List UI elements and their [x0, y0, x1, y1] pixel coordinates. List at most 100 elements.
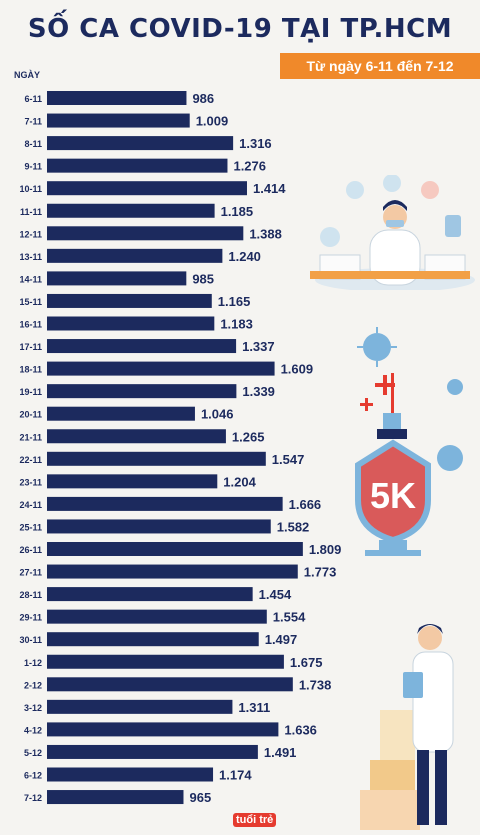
bar	[47, 699, 233, 714]
category-label: 10-11	[19, 184, 42, 194]
bar	[47, 451, 266, 466]
value-label: 986	[192, 91, 214, 106]
value-label: 1.454	[259, 587, 292, 602]
bar	[47, 158, 228, 173]
category-label: 26-11	[19, 545, 42, 555]
value-label: 1.609	[281, 362, 314, 377]
category-label: 28-11	[19, 590, 42, 600]
category-label: 23-11	[19, 477, 42, 487]
category-label: 17-11	[19, 342, 42, 352]
category-label: 12-11	[19, 229, 42, 239]
category-label: 7-11	[24, 117, 42, 127]
value-label: 1.491	[264, 745, 297, 760]
value-label: 1.265	[232, 429, 265, 444]
category-label: 21-11	[19, 432, 42, 442]
value-label: 1.240	[228, 249, 261, 264]
date-range-badge: Từ ngày 6-11 đến 7-12	[280, 53, 480, 79]
value-label: 1.185	[221, 204, 254, 219]
value-label: 1.388	[249, 226, 282, 241]
bar	[47, 474, 218, 489]
bar	[47, 744, 258, 759]
category-label: 2-12	[24, 680, 42, 690]
category-label: 3-12	[24, 703, 42, 713]
category-label: 8-11	[24, 139, 42, 149]
value-label: 1.165	[218, 294, 251, 309]
chart-title: SỐ CA COVID-19 TẠI TP.HCM	[27, 14, 453, 44]
category-label: 14-11	[19, 274, 42, 284]
bar	[47, 767, 214, 782]
bar	[47, 587, 253, 602]
value-label: 1.738	[299, 677, 332, 692]
category-label: 27-11	[19, 568, 42, 578]
value-label: 1.773	[304, 565, 337, 580]
bar	[47, 542, 303, 556]
bar	[47, 136, 234, 151]
bar	[47, 609, 267, 624]
category-label: 6-11	[24, 94, 42, 104]
value-label: 1.339	[242, 384, 275, 399]
bar	[47, 248, 223, 263]
bar	[47, 226, 244, 241]
value-label: 1.809	[309, 542, 342, 557]
bar	[47, 790, 184, 805]
category-label: 30-11	[19, 635, 42, 645]
bar	[47, 632, 259, 647]
category-label: 7-12	[24, 793, 42, 803]
doctor-online-illustration	[310, 175, 475, 290]
value-label: 1.666	[289, 497, 322, 512]
doctor-clipboard-illustration	[360, 624, 454, 830]
category-label: 20-11	[19, 410, 42, 420]
category-label: 25-11	[19, 522, 42, 532]
category-label: 19-11	[19, 387, 42, 397]
vaccine-5k-illustration: 5K	[355, 327, 463, 556]
value-label: 1.046	[201, 407, 234, 422]
category-label: 22-11	[19, 455, 42, 465]
value-label: 1.174	[219, 768, 252, 783]
category-label: 5-12	[24, 748, 42, 758]
bar	[47, 519, 271, 534]
bar	[47, 203, 215, 218]
category-label: 6-12	[24, 771, 42, 781]
bar	[47, 181, 247, 196]
category-label: 24-11	[19, 500, 42, 510]
value-label: 1.183	[220, 317, 253, 332]
category-label: 18-11	[19, 365, 42, 375]
value-label: 1.497	[265, 632, 298, 647]
value-label: 1.636	[284, 722, 317, 737]
value-label: 1.337	[242, 339, 275, 354]
bar	[47, 429, 226, 444]
newspaper-logo: tuổi trẻ	[233, 813, 277, 827]
bar	[47, 316, 215, 331]
value-label: 965	[189, 790, 211, 805]
value-label: 1.009	[196, 114, 229, 129]
value-label: 1.316	[239, 136, 272, 151]
category-label: 1-12	[24, 658, 42, 668]
value-label: 1.204	[223, 474, 256, 489]
value-label: 985	[192, 271, 214, 286]
category-label: 15-11	[19, 297, 42, 307]
y-axis-label: NGÀY	[14, 70, 41, 80]
value-label: 1.582	[277, 519, 310, 534]
value-label: 1.554	[273, 610, 306, 625]
category-label: 11-11	[20, 207, 42, 217]
category-label: 9-11	[24, 162, 42, 172]
value-label: 1.311	[238, 700, 270, 715]
bar	[47, 496, 283, 511]
bar	[47, 677, 293, 692]
value-label: 1.547	[272, 452, 305, 467]
category-label: 16-11	[19, 320, 42, 330]
value-label: 1.276	[233, 159, 266, 174]
bar	[47, 654, 284, 669]
category-label: 29-11	[19, 613, 42, 623]
category-label: 4-12	[24, 725, 42, 735]
bar	[47, 361, 275, 376]
bar	[47, 384, 237, 399]
bar	[47, 113, 190, 128]
bar	[47, 91, 187, 105]
value-label: 1.414	[253, 181, 286, 196]
bar	[47, 564, 298, 579]
bar	[47, 293, 212, 308]
category-label: 13-11	[19, 252, 42, 262]
svg-text:5K: 5K	[370, 475, 416, 516]
